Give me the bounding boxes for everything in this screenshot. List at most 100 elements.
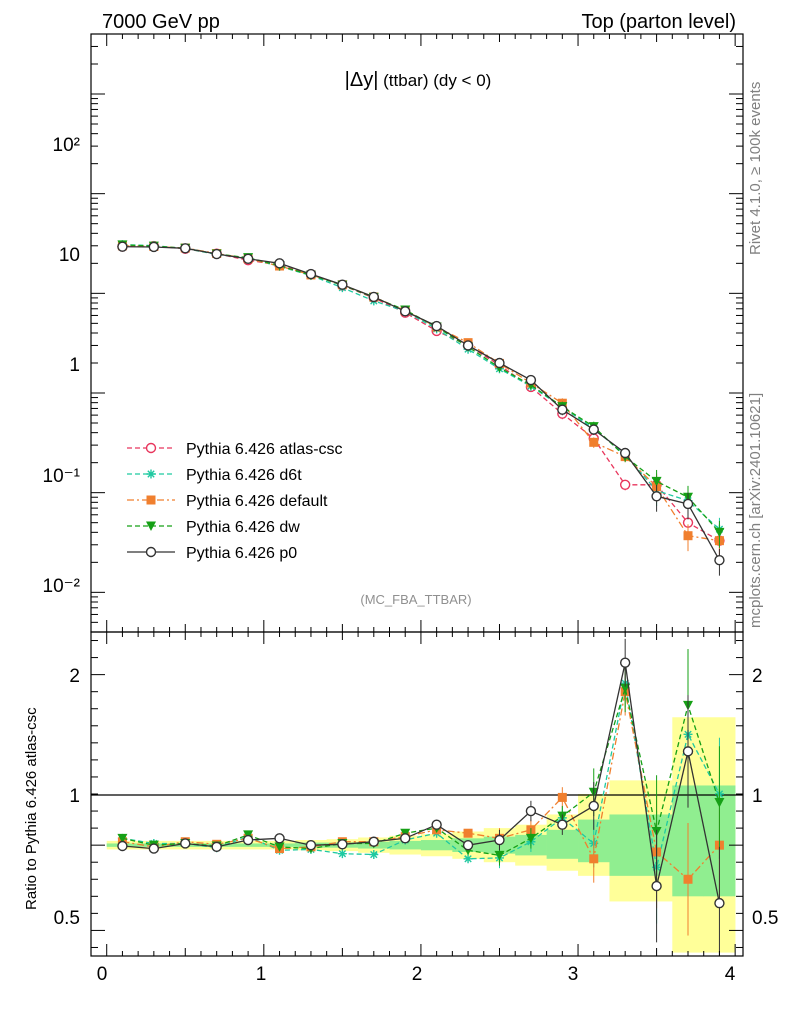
data-point-p0 bbox=[211, 248, 222, 260]
ratio-ytick-right-1: 1 bbox=[752, 786, 763, 807]
band-green bbox=[609, 814, 642, 876]
ratio-point-p0 bbox=[714, 897, 725, 909]
ratio-point-p0 bbox=[557, 819, 568, 830]
data-point-p0 bbox=[557, 404, 568, 415]
ratio-y-axis-label: Ratio to Pythia 6.426 atlas-csc bbox=[23, 707, 40, 910]
legend-entry-atlas-csc: Pythia 6.426 atlas-csc bbox=[127, 441, 343, 458]
data-point-default bbox=[589, 437, 599, 447]
data-point-p0 bbox=[682, 498, 694, 510]
legend-marker bbox=[146, 469, 156, 479]
ratio-point-d6t bbox=[369, 850, 379, 860]
ytick-label-2: 1 bbox=[69, 355, 80, 376]
data-point-p0 bbox=[148, 241, 160, 253]
ratio-ticks bbox=[91, 632, 743, 956]
ratio-point-default bbox=[683, 874, 693, 884]
data-point-p0 bbox=[117, 241, 128, 252]
plot-title: |Δy| (ttbar) (dy < 0) bbox=[345, 69, 492, 91]
series-line-p0 bbox=[122, 246, 720, 561]
ratio-point-default bbox=[463, 828, 473, 838]
main-panel: 10⁻² 10⁻¹ 1 10 10² |Δy| (ttbar) (dy < 0)… bbox=[43, 33, 744, 633]
data-point-dw bbox=[651, 476, 662, 487]
ratio-point-dw bbox=[525, 833, 536, 844]
legend-label-default: Pythia 6.426 default bbox=[186, 493, 328, 510]
ratio-point-p0 bbox=[619, 657, 631, 668]
ratio-point-p0 bbox=[180, 838, 191, 849]
ytick-label-0: 10⁻² bbox=[43, 576, 81, 597]
rivet-label: Rivet 4.1.0, ≥ 100k events bbox=[747, 82, 764, 255]
ratio-point-p0 bbox=[682, 746, 694, 757]
data-point-p0 bbox=[494, 357, 505, 369]
ratio-point-p0 bbox=[588, 800, 599, 812]
main-series bbox=[117, 240, 725, 576]
ratio-point-p0 bbox=[305, 839, 317, 851]
ratio-point-p0 bbox=[525, 805, 537, 817]
legend-marker bbox=[146, 495, 156, 505]
ratio-line-default bbox=[122, 691, 720, 881]
data-point-p0 bbox=[305, 268, 317, 280]
ratio-ytick-right-2: 2 bbox=[752, 666, 763, 687]
data-point-default bbox=[683, 531, 693, 541]
legend-label-p0: Pythia 6.426 p0 bbox=[186, 545, 297, 562]
legend-entry-d6t: Pythia 6.426 d6t bbox=[127, 467, 302, 484]
data-point-p0 bbox=[588, 424, 599, 435]
header-right: Top (parton level) bbox=[581, 11, 736, 33]
legend-symbol-d6t bbox=[127, 469, 175, 479]
data-point-p0 bbox=[337, 279, 348, 290]
header-left: 7000 GeV pp bbox=[102, 11, 220, 33]
data-point-p0 bbox=[651, 491, 662, 502]
band-green bbox=[420, 840, 453, 851]
data-point-p0 bbox=[274, 258, 285, 269]
data-point-p0 bbox=[525, 374, 537, 386]
plot-title-main: |Δy| bbox=[345, 69, 379, 91]
ratio-ytick-left-2: 2 bbox=[69, 666, 80, 687]
legend-label-dw: Pythia 6.426 dw bbox=[186, 519, 300, 536]
ratio-series-p0 bbox=[117, 638, 725, 956]
xtick-label-4: 4 bbox=[725, 964, 736, 985]
ratio-point-dw bbox=[117, 833, 128, 844]
ratio-point-p0 bbox=[462, 839, 474, 851]
ratio-ytick-right-0: 0.5 bbox=[752, 908, 778, 929]
legend: Pythia 6.426 atlas-csc Pythia 6.426 d6t … bbox=[127, 441, 343, 562]
ratio-point-p0 bbox=[242, 834, 254, 846]
ratio-point-p0 bbox=[148, 843, 160, 854]
xtick-label-2: 2 bbox=[412, 964, 423, 985]
ratio-point-dw bbox=[274, 842, 285, 852]
ratio-point-d6t bbox=[463, 854, 473, 864]
legend-entry-p0: Pythia 6.426 p0 bbox=[127, 545, 297, 562]
data-point-atlas-csc bbox=[619, 479, 631, 490]
ratio-panel: 2 1 0.5 2 1 0.5 0 1 2 3 4 Ratio to Pythi… bbox=[23, 631, 778, 985]
ratio-point-p0 bbox=[400, 833, 411, 844]
ratio-point-default bbox=[589, 854, 599, 864]
ratio-point-dw bbox=[494, 850, 505, 861]
ytick-label-3: 10 bbox=[59, 245, 80, 266]
legend-symbol-atlas-csc bbox=[127, 442, 175, 454]
ratio-point-d6t bbox=[337, 849, 347, 859]
ytick-label-1: 10⁻¹ bbox=[43, 466, 81, 487]
series-p0 bbox=[117, 241, 725, 576]
ratio-point-p0 bbox=[337, 839, 348, 850]
plot-title-sub: (ttbar) (dy < 0) bbox=[378, 71, 491, 90]
data-point-p0 bbox=[431, 320, 442, 332]
legend-entry-dw: Pythia 6.426 dw bbox=[127, 519, 300, 536]
xtick-label-1: 1 bbox=[256, 964, 267, 985]
ratio-point-p0 bbox=[431, 819, 442, 830]
band-green bbox=[389, 840, 422, 850]
main-ticks bbox=[91, 33, 743, 633]
data-point-p0 bbox=[180, 243, 191, 254]
data-point-p0 bbox=[242, 253, 254, 265]
ratio-point-p0 bbox=[117, 840, 128, 852]
data-point-p0 bbox=[714, 555, 725, 566]
ratio-series bbox=[117, 638, 725, 956]
data-point-p0 bbox=[462, 340, 474, 351]
data-point-p0 bbox=[368, 291, 379, 303]
ratio-ytick-left-1: 1 bbox=[69, 786, 80, 807]
ratio-point-dw bbox=[714, 798, 725, 808]
ratio-point-p0 bbox=[368, 836, 379, 847]
legend-marker bbox=[146, 521, 156, 531]
xtick-label-3: 3 bbox=[568, 964, 579, 985]
ratio-line-p0 bbox=[122, 662, 721, 904]
legend-marker bbox=[145, 546, 157, 558]
ratio-point-p0 bbox=[211, 841, 222, 853]
ratio-point-p0 bbox=[494, 834, 505, 846]
